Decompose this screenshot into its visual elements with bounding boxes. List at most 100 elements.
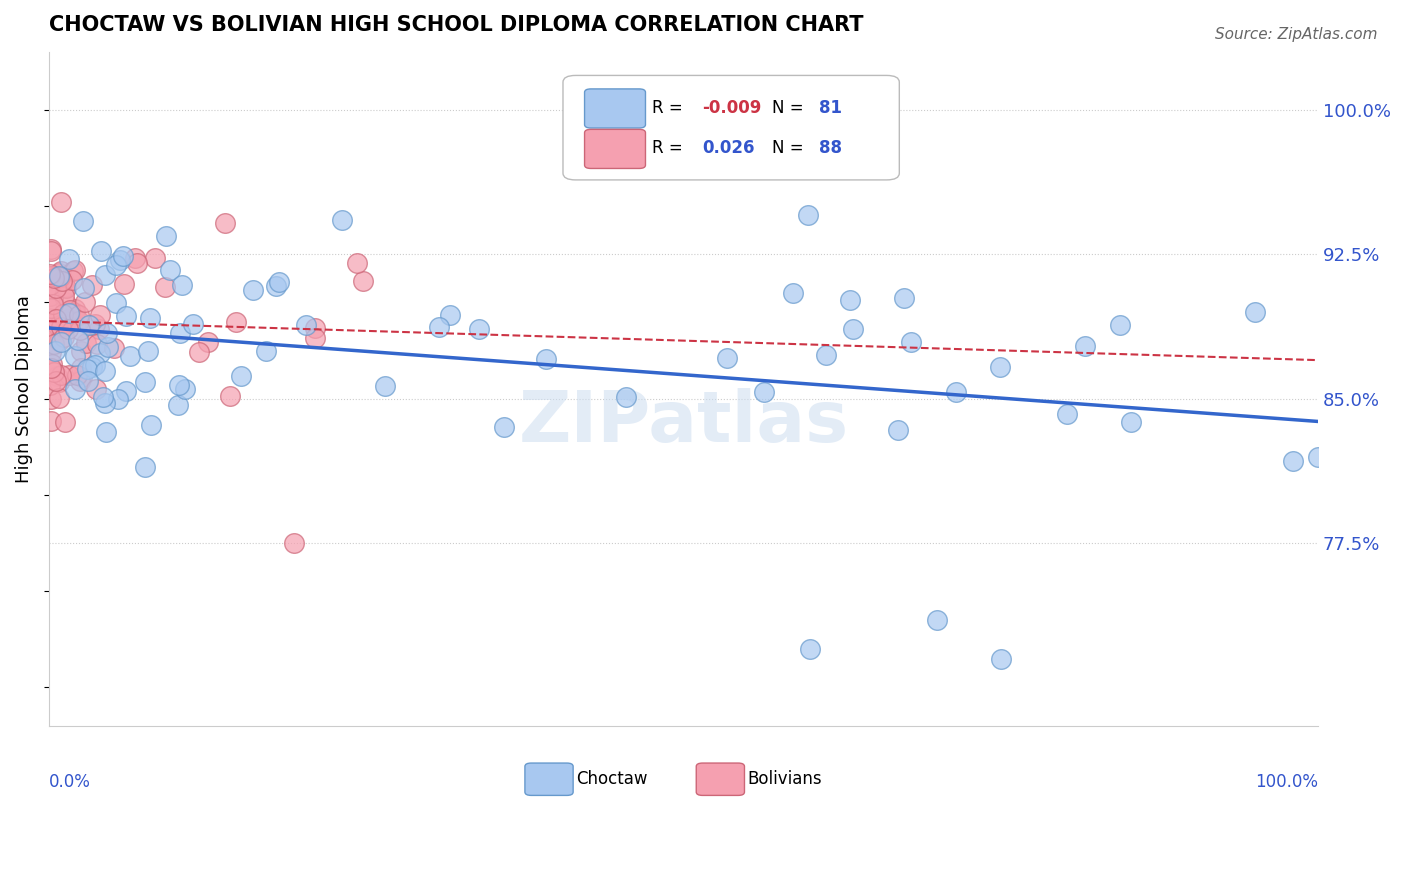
Point — [69, 360, 91, 375]
Point — [53, 280, 76, 294]
Text: 81: 81 — [820, 99, 842, 117]
Point — [48, 334, 70, 348]
FancyBboxPatch shape — [585, 129, 645, 169]
Point — [70, 344, 93, 359]
Text: R =: R = — [652, 139, 688, 157]
Point — [45, 374, 67, 388]
Point — [45, 369, 67, 384]
Point — [124, 252, 146, 266]
Point — [96, 425, 118, 440]
Point — [1056, 408, 1078, 422]
Point — [797, 208, 820, 222]
Point — [614, 391, 637, 405]
Point — [143, 252, 166, 266]
Point — [104, 259, 127, 273]
Point — [41, 414, 63, 428]
Point — [159, 262, 181, 277]
Point — [39, 378, 62, 392]
Point — [927, 613, 949, 627]
Point — [56, 322, 79, 336]
Text: 88: 88 — [820, 139, 842, 157]
Point — [120, 349, 142, 363]
Text: N =: N = — [772, 139, 810, 157]
Point — [136, 343, 159, 358]
Point — [58, 303, 80, 318]
Point — [39, 244, 62, 259]
Point — [242, 283, 264, 297]
Point — [39, 267, 62, 281]
Point — [716, 351, 738, 366]
Point — [945, 385, 967, 400]
Point — [97, 339, 120, 353]
Point — [188, 345, 211, 359]
Point — [53, 274, 76, 288]
Point — [48, 375, 70, 389]
Point — [76, 362, 98, 376]
Point — [48, 269, 70, 284]
Point — [330, 213, 353, 227]
Point — [69, 375, 91, 389]
Point — [76, 374, 98, 388]
Point — [492, 420, 515, 434]
Point — [89, 244, 111, 259]
Point — [887, 423, 910, 437]
FancyBboxPatch shape — [562, 76, 900, 180]
Point — [799, 642, 821, 657]
Point — [86, 337, 108, 351]
Point — [48, 391, 70, 405]
Point — [89, 346, 111, 360]
Text: N =: N = — [772, 99, 810, 117]
Point — [1308, 450, 1330, 465]
Point — [52, 307, 75, 321]
Point — [86, 382, 108, 396]
Point — [439, 308, 461, 322]
Point — [139, 418, 162, 433]
Text: CHOCTAW VS BOLIVIAN HIGH SCHOOL DIPLOMA CORRELATION CHART: CHOCTAW VS BOLIVIAN HIGH SCHOOL DIPLOMA … — [49, 15, 863, 35]
Text: 0.026: 0.026 — [703, 139, 755, 157]
Point — [346, 256, 368, 270]
Point — [39, 344, 62, 359]
Point — [39, 392, 62, 407]
Point — [96, 326, 118, 340]
Point — [374, 379, 396, 393]
Text: -0.009: -0.009 — [703, 99, 762, 117]
Point — [167, 378, 190, 392]
Point — [39, 268, 62, 283]
Point — [181, 317, 204, 331]
Point — [65, 302, 87, 317]
Point — [990, 651, 1012, 665]
Point — [60, 273, 83, 287]
Point — [62, 264, 84, 278]
Point — [41, 242, 63, 256]
Point — [108, 252, 131, 267]
Point — [468, 322, 491, 336]
Point — [427, 319, 450, 334]
Point — [80, 278, 103, 293]
Point — [77, 318, 100, 332]
Point — [107, 392, 129, 406]
Point — [52, 330, 75, 344]
Point — [80, 359, 103, 374]
Point — [58, 312, 80, 326]
Point — [39, 289, 62, 303]
Point — [75, 335, 97, 350]
Text: 0.0%: 0.0% — [49, 773, 91, 791]
Point — [59, 304, 82, 318]
Point — [69, 322, 91, 336]
Point — [42, 268, 65, 283]
Text: Choctaw: Choctaw — [575, 770, 647, 789]
Point — [1243, 305, 1265, 319]
Point — [815, 348, 838, 362]
Point — [52, 289, 75, 303]
Point — [112, 249, 135, 263]
Point — [53, 294, 76, 309]
Point — [49, 264, 72, 278]
Text: Source: ZipAtlas.com: Source: ZipAtlas.com — [1215, 27, 1378, 42]
Point — [218, 389, 240, 403]
Point — [1281, 454, 1303, 468]
Point — [174, 382, 197, 396]
Point — [893, 291, 915, 305]
Point — [155, 280, 177, 294]
Point — [225, 315, 247, 329]
Point — [39, 301, 62, 316]
